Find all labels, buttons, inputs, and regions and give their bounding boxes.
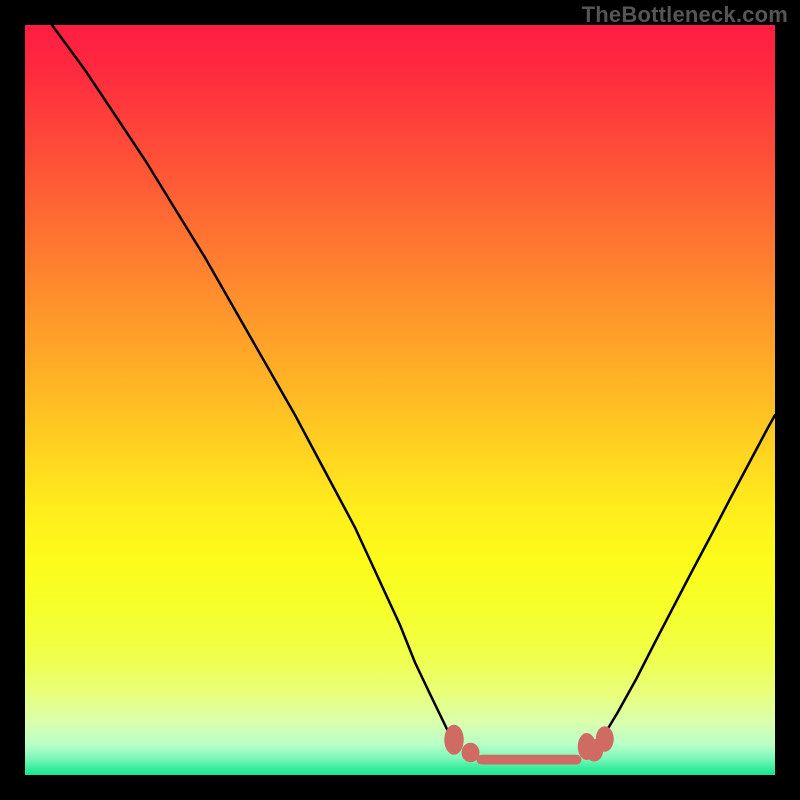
chart-frame: TheBottleneck.com — [0, 0, 800, 800]
marker-dot — [596, 726, 614, 752]
bottleneck-chart — [25, 25, 775, 775]
gradient-background — [25, 25, 775, 775]
marker-dot — [462, 743, 480, 763]
plot-area — [25, 25, 775, 775]
marker-dot — [444, 725, 464, 755]
watermark-text: TheBottleneck.com — [582, 2, 788, 28]
marker-band — [477, 755, 582, 765]
